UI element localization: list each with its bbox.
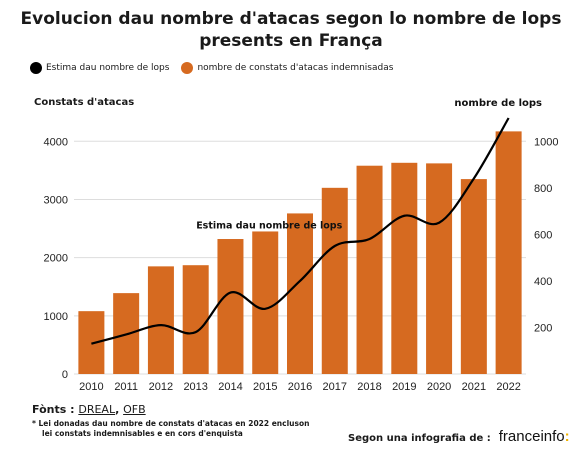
legend-swatch-bar [181, 62, 194, 74]
y-right-tick-label: 1000 [534, 136, 558, 148]
y-right-tick-label: 200 [534, 322, 552, 334]
x-tick-label: 2020 [427, 381, 451, 393]
y-left-tick-label: 1000 [44, 311, 68, 323]
y-axis-left-title: Constats d'atacas [34, 97, 135, 108]
footnote-line-2: lei constats indemnisables e en cors d'e… [42, 429, 243, 438]
legend-label-line: Estima dau nombre de lops [46, 63, 170, 73]
y-left-tick-label: 0 [62, 369, 68, 381]
bar-2014 [217, 239, 244, 374]
bar-2021 [460, 179, 487, 374]
bar-2022 [495, 131, 522, 374]
bar-2020 [426, 163, 453, 374]
y-left-tick-label: 3000 [44, 194, 68, 206]
bar-2019 [391, 162, 418, 374]
y-left-tick-label: 2000 [44, 253, 68, 265]
bar-2013 [182, 265, 209, 374]
sources-label: Fònts [32, 403, 67, 416]
x-tick-label: 2018 [357, 381, 381, 393]
y-right-tick-label: 400 [534, 276, 552, 288]
x-tick-label: 2013 [183, 381, 207, 393]
credit-text: Segon una infografia de : [348, 433, 491, 444]
legend: Estima dau nombre de lops nombre de cons… [30, 62, 393, 74]
brand-colon: : [564, 428, 570, 445]
franceinfo-logo: franceinfo: [499, 428, 570, 445]
bar-2010 [78, 311, 105, 374]
x-tick-label: 2021 [462, 381, 486, 393]
chart-title-line-2: presents en França [199, 31, 383, 51]
line-annotation: Estima dau nombre de lops [196, 220, 342, 231]
legend-swatch-line [30, 62, 42, 74]
bar-2017 [321, 187, 348, 374]
bar-2016 [287, 213, 313, 374]
chart-title-line-1: Evolucion dau nombre d'atacas segon lo n… [20, 9, 562, 29]
x-tick-label: 2011 [114, 381, 138, 393]
bar-2018 [356, 165, 383, 374]
bar-2015 [252, 231, 279, 374]
brand-name: franceinfo [498, 428, 565, 445]
source-link-ofb[interactable]: OFB [123, 403, 146, 416]
footer: Fònts : DREAL, OFB * Lei donadas dau nom… [32, 403, 309, 439]
footnote: * Lei donadas dau nombre de constats d'a… [32, 419, 309, 439]
sources: Fònts : DREAL, OFB [32, 403, 309, 416]
footnote-line-1: * Lei donadas dau nombre de constats d'a… [32, 419, 310, 428]
x-tick-label: 2016 [288, 381, 312, 393]
y-right-tick-label: 800 [534, 183, 552, 195]
bar-2012 [147, 266, 174, 374]
chart-title: Evolucion dau nombre d'atacas segon lo n… [0, 8, 582, 52]
y-right-axis-title: nombre de lops [454, 98, 542, 109]
source-link-dreal[interactable]: DREAL [78, 403, 116, 416]
x-tick-label: 2015 [253, 381, 277, 393]
x-tick-label: 2017 [323, 381, 347, 393]
y-left-tick-label: 4000 [44, 136, 68, 148]
x-tick-label: 2010 [79, 381, 103, 393]
y-right-tick-label: 600 [534, 229, 552, 241]
legend-label-bar: nombre de constats d'atacas indemnisadas [197, 63, 394, 73]
sources-separator: : [70, 403, 75, 416]
x-tick-label: 2019 [392, 381, 416, 393]
x-tick-label: 2014 [218, 381, 242, 393]
x-tick-label: 2022 [496, 381, 520, 393]
x-tick-label: 2012 [149, 381, 173, 393]
sources-comma: , [115, 403, 120, 416]
credit: Segon una infografia de : franceinfo: [348, 428, 570, 445]
chart-svg: 0 1000 2000 3000 4000 200 400 600 800 1000 2010 201… [44, 98, 559, 393]
